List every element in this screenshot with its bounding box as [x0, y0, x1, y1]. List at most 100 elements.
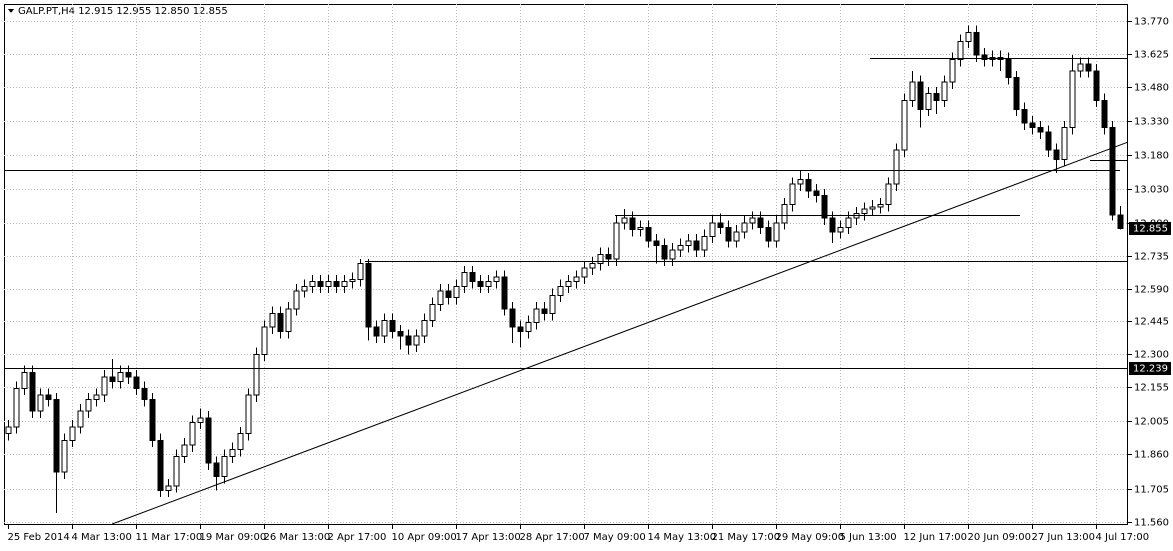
candle-body	[909, 81, 916, 101]
candle-body	[605, 254, 612, 260]
candle-body	[253, 353, 260, 396]
candle-body	[173, 455, 180, 487]
candle-body	[229, 449, 236, 457]
candle-body	[1037, 127, 1044, 133]
candle-body	[861, 208, 868, 215]
candle-body	[813, 190, 820, 197]
candle-body	[429, 303, 436, 321]
candle-body	[661, 244, 668, 260]
candle-body	[805, 179, 812, 192]
candle-body	[261, 326, 268, 355]
candle-body	[325, 281, 332, 287]
price-marker-label: 12.239	[1133, 364, 1168, 375]
menu-arrow	[8, 9, 14, 13]
candle-body	[1045, 131, 1052, 151]
candle-body	[893, 149, 900, 185]
y-tick-label: 12.590	[1134, 285, 1169, 296]
candle-body	[1077, 63, 1084, 72]
x-tick-label: 27 Jun 13:00	[1032, 532, 1096, 543]
x-tick-label: 26 Mar 13:00	[264, 532, 331, 543]
candle-body	[477, 281, 484, 287]
candle-body	[677, 244, 684, 251]
candle-body	[101, 376, 108, 396]
candle-body	[5, 426, 12, 435]
candle-body	[149, 399, 156, 441]
candle-body	[293, 290, 300, 310]
x-tick-label: 4 Mar 13:00	[72, 532, 132, 543]
candle-body	[837, 226, 844, 233]
candle-body	[749, 217, 756, 224]
x-tick-label: 21 May 17:00	[712, 532, 781, 543]
candle-body	[165, 485, 172, 491]
x-tick-label: 4 Jul 17:00	[1096, 532, 1150, 543]
candle-body	[445, 290, 452, 299]
candle-body	[973, 31, 980, 56]
candle-body	[509, 308, 516, 328]
candle-body	[965, 31, 972, 42]
candle-body	[957, 40, 964, 61]
candle-body	[485, 281, 492, 287]
x-tick-label: 2 Apr 17:00	[328, 532, 387, 543]
candle-body	[381, 319, 388, 337]
candle-body	[581, 267, 588, 278]
candle-body	[573, 276, 580, 283]
candle-body	[1029, 122, 1036, 129]
x-tick-label: 12 Jun 17:00	[904, 532, 968, 543]
chart-title: GALP.PT,H4 12.915 12.955 12.850 12.855	[18, 6, 228, 17]
y-tick-label: 11.560	[1134, 518, 1169, 529]
y-tick-label: 11.705	[1134, 485, 1169, 496]
plot-frame	[4, 4, 1128, 525]
candle-body	[189, 421, 196, 446]
x-tick-label: 28 Apr 17:00	[520, 532, 585, 543]
candle-body	[349, 278, 356, 283]
candle-body	[341, 281, 348, 287]
x-tick-label: 20 Jun 09:00	[968, 532, 1032, 543]
candle-body	[613, 222, 620, 260]
candle-body	[405, 335, 412, 346]
candle-body	[693, 240, 700, 251]
x-tick-label: 29 May 09:00	[776, 532, 845, 543]
candle-body	[13, 387, 20, 428]
price-marker	[1129, 222, 1171, 235]
x-tick-label: 7 May 09:00	[584, 532, 646, 543]
candle-body	[917, 81, 924, 110]
candle-body	[269, 312, 276, 328]
candle-body	[933, 93, 940, 101]
candle-body	[1093, 70, 1100, 101]
candle-body	[597, 254, 604, 265]
x-tick-label: 25 Feb 2014	[8, 532, 70, 543]
y-tick-label: 12.300	[1134, 350, 1169, 361]
y-tick-label: 13.330	[1134, 117, 1169, 128]
candle-body	[245, 394, 252, 435]
y-tick-label: 12.735	[1134, 252, 1169, 263]
candle-body	[469, 272, 476, 283]
candle-body	[333, 281, 340, 287]
candle-body	[421, 319, 428, 337]
candle-body	[949, 59, 956, 83]
candle-body	[133, 376, 140, 389]
candle-body	[309, 281, 316, 287]
candle-body	[589, 263, 596, 269]
candle-body	[1109, 127, 1116, 216]
candle-body	[981, 54, 988, 61]
candle-body	[453, 285, 460, 299]
candle-body	[397, 331, 404, 337]
y-tick-label: 13.480	[1134, 83, 1169, 94]
candle-body	[709, 222, 716, 237]
candle-body	[181, 444, 188, 457]
candle-body	[197, 417, 204, 423]
candle-body	[797, 179, 804, 185]
y-tick-label: 12.005	[1134, 417, 1169, 428]
candle-body	[301, 285, 308, 292]
x-tick-label: 14 May 13:00	[648, 532, 717, 543]
candle-body	[221, 455, 228, 478]
candle-body	[285, 308, 292, 333]
x-tick-label: 19 Mar 09:00	[200, 532, 267, 543]
candle-body	[277, 312, 284, 333]
candle-body	[829, 217, 836, 233]
candle-body	[885, 183, 892, 206]
candle-body	[357, 263, 364, 280]
candle-body	[525, 322, 532, 333]
candle-body	[437, 290, 444, 305]
candle-body	[53, 399, 60, 473]
